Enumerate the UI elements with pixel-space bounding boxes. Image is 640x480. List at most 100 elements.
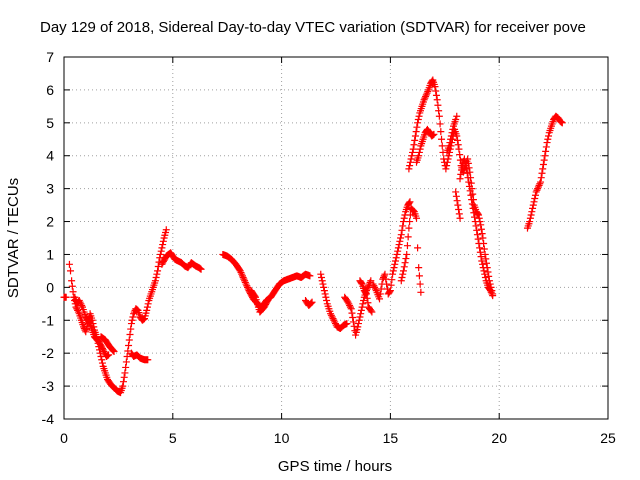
data-point [446,139,454,147]
data-point [526,214,534,222]
data-point [406,211,414,219]
data-point [126,331,134,339]
data-point [119,382,127,390]
data-point [319,280,327,288]
data-point [241,277,249,285]
data-point [242,280,250,288]
data-point [412,128,420,136]
data-point [159,241,167,249]
x-tick-label: 10 [274,430,290,446]
data-point [415,264,423,272]
data-point [400,263,408,271]
y-tick-label: 4 [46,148,54,164]
data-point [394,244,402,252]
data-point [480,267,488,275]
data-point [431,83,439,91]
data-point [154,263,162,271]
data-point [462,162,470,170]
data-point [423,89,431,97]
data-point [530,198,538,206]
data-point [144,300,152,308]
x-tick-label: 20 [491,430,507,446]
data-point [453,112,461,120]
data-point [433,96,441,104]
data-point [322,293,330,301]
data-point [474,210,482,218]
data-point [436,120,444,128]
data-point [455,205,463,213]
data-point [476,248,484,256]
data-point [98,359,106,367]
data-point [110,348,118,356]
data-point [238,270,246,278]
data-point [371,283,379,291]
data-point [409,145,417,153]
data-point [410,207,418,215]
data-point [477,225,485,233]
data-point [413,123,421,131]
y-tick-label: 0 [46,279,54,295]
data-point [323,297,331,305]
data-point [415,112,423,120]
data-point [422,92,430,100]
data-point [119,378,127,386]
data-point [421,94,429,102]
data-point [331,318,339,326]
data-point [531,191,539,199]
data-point [406,198,414,206]
data-point [346,301,354,309]
data-point [197,265,205,273]
data-point [537,178,545,186]
x-tick-label: 15 [383,430,399,446]
data-point [456,151,464,159]
data-point [457,166,465,174]
data-point [453,197,461,205]
data-point [406,218,414,226]
data-point [529,204,537,212]
data-point [422,91,430,99]
y-tick-label: 7 [46,49,54,65]
data-point [477,221,485,229]
data-point [159,237,167,245]
data-point [241,278,249,286]
data-point [473,231,481,239]
data-point [532,188,540,196]
data-point [331,320,339,328]
y-tick-label: 1 [46,246,54,262]
data-point [409,206,417,214]
data-point [542,147,550,155]
data-point [526,218,534,226]
data-point [485,272,493,280]
data-point [321,290,329,298]
data-point [537,174,545,182]
data-point [445,152,453,160]
data-point [74,306,82,314]
data-point [362,289,370,297]
data-point [397,277,405,285]
data-point [481,250,489,258]
data-point [99,346,107,354]
data-point [129,313,137,321]
data-point [128,316,136,324]
data-point [383,280,391,288]
data-point [68,277,76,285]
data-point [453,136,461,144]
data-point [424,88,432,96]
data-point [486,287,494,295]
data-point [481,270,489,278]
data-point [478,230,486,238]
data-point [452,116,460,124]
data-point [405,199,413,207]
data-markers [60,76,566,397]
data-point [464,174,472,182]
data-point [475,214,483,222]
data-point [362,290,370,298]
data-point [533,186,541,194]
data-point [399,267,407,275]
y-axis-label: SDTVAR / TECUs [5,178,22,298]
data-point [124,347,132,355]
data-point [411,132,419,140]
data-point [413,214,421,222]
data-point [442,165,450,173]
data-point [481,273,489,281]
